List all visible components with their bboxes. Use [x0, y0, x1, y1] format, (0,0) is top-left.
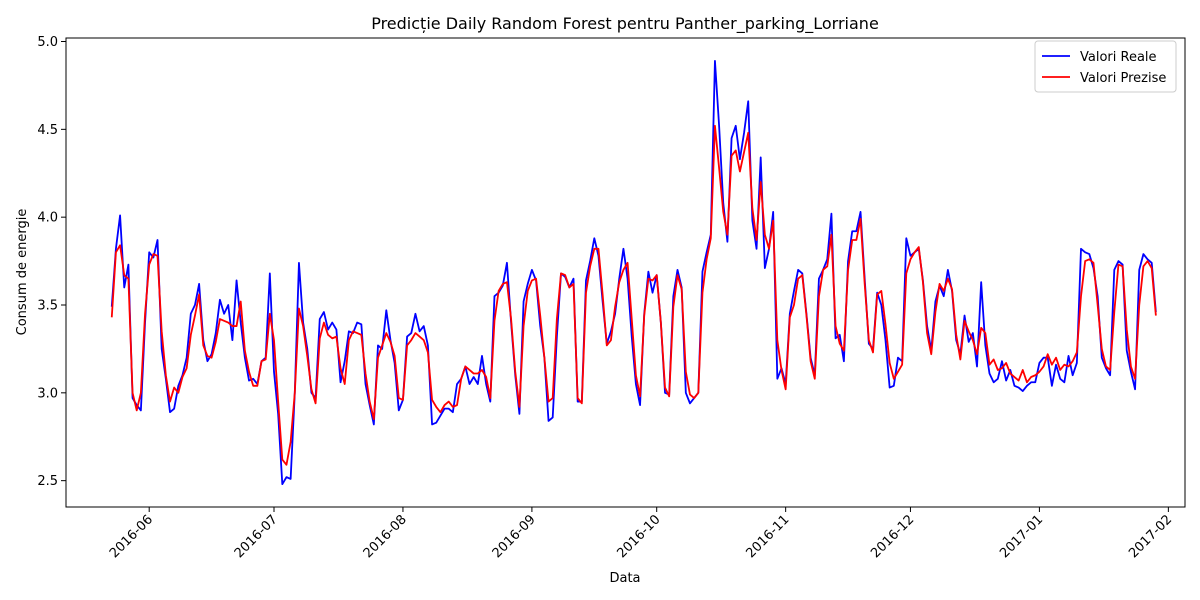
series-line-actual — [110, 59, 1157, 486]
y-tick-label: 3.5 — [37, 298, 58, 313]
legend-box — [1034, 40, 1177, 93]
legend: Valori Reale Valori Prezise — [1034, 40, 1177, 93]
series-line-predicted — [110, 124, 1157, 466]
y-tick-label: 2.5 — [37, 474, 58, 489]
x-axis-label: Data — [609, 571, 640, 586]
y-tick-label: 5.0 — [37, 35, 58, 50]
y-axis-label: Consum de energie — [15, 209, 30, 336]
y-tick-label: 3.0 — [37, 386, 58, 401]
chart-title: Predicție Daily Random Forest pentru Pan… — [371, 14, 879, 34]
axes-frame — [65, 37, 1186, 508]
legend-label-predicted: Valori Prezise — [1080, 71, 1166, 86]
legend-label-actual: Valori Reale — [1080, 50, 1157, 65]
y-tick-label: 4.5 — [37, 123, 58, 138]
y-tick-label: 4.0 — [37, 211, 58, 226]
